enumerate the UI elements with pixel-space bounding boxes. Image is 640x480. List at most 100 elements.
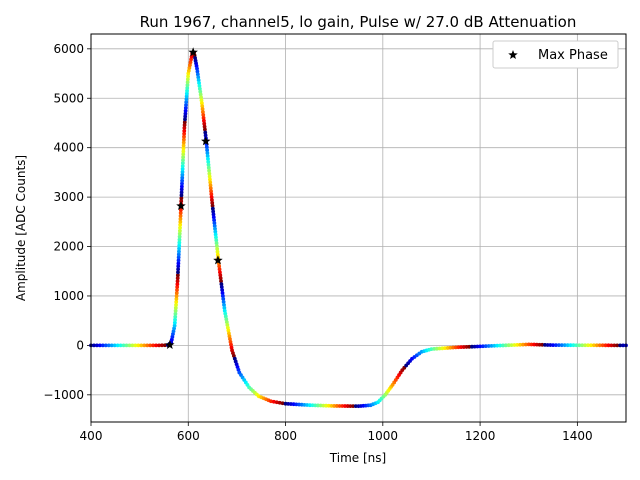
pulse-point (207, 174, 212, 179)
pulse-point (181, 137, 186, 142)
pulse-point (437, 346, 442, 351)
pulse-point (340, 404, 345, 408)
pulse-point (324, 403, 328, 408)
pulse-point (177, 240, 182, 245)
pulse-point (280, 401, 285, 406)
pulse-point (205, 154, 210, 158)
y-tick-label: 4000 (53, 141, 84, 155)
pulse-point (478, 344, 482, 349)
pulse-point (594, 343, 599, 348)
pulse-point (196, 78, 201, 83)
pulse-point (176, 258, 181, 263)
pulse-point (218, 276, 223, 281)
pulse-point (212, 221, 217, 225)
pulse-point (177, 237, 182, 242)
pulse-point (472, 344, 477, 349)
pulse-point (179, 193, 184, 198)
pulse-point (294, 402, 299, 407)
pulse-point (215, 249, 220, 254)
pulse-point (523, 342, 528, 347)
pulse-point (198, 89, 203, 94)
pulse-point (183, 105, 188, 110)
pulse-point (214, 235, 218, 240)
pulse-point (580, 343, 585, 348)
pulse-point (443, 346, 447, 351)
pulse-point (178, 219, 183, 224)
pulse-point (202, 118, 206, 123)
pulse-point (586, 343, 590, 348)
legend: Max Phase (492, 40, 619, 69)
pulse-point (177, 231, 182, 236)
pulse-point (512, 343, 517, 347)
pulse-point (453, 345, 458, 350)
pulse-point (115, 343, 120, 348)
pulse-point (574, 343, 579, 348)
pulse-point (603, 343, 608, 348)
pulse-point (180, 178, 185, 183)
pulse-point (177, 249, 181, 254)
pulse-point (199, 95, 203, 100)
pulse-point (445, 346, 450, 350)
pulse-point (211, 215, 216, 220)
pulse-point (495, 343, 500, 348)
pulse-point (195, 69, 200, 74)
pulse-point (470, 344, 474, 349)
pulse-point (182, 131, 187, 136)
pulse-point (223, 314, 228, 319)
pulse-point (182, 128, 187, 133)
pulse-point (133, 343, 138, 348)
pulse-point (176, 261, 181, 266)
pulse-point (486, 344, 491, 348)
pulse-point (201, 110, 205, 114)
x-tick-label: 800 (274, 429, 297, 443)
pulse-point (222, 308, 227, 313)
pulse-point (208, 183, 213, 188)
pulse-point (204, 145, 209, 150)
pulse-point (219, 282, 224, 286)
pulse-point (532, 342, 537, 347)
pulse-point (467, 344, 472, 349)
pulse-point (210, 198, 214, 202)
pulse-point (130, 343, 135, 348)
grid (90, 34, 626, 422)
pulse-point (188, 60, 193, 65)
pulse-point (210, 206, 215, 211)
pulse-point (521, 342, 525, 347)
pulse-point (464, 345, 469, 349)
pulse-point (209, 192, 214, 197)
pulse-point (179, 184, 184, 189)
pulse-point (180, 181, 184, 186)
pulse-point (432, 347, 437, 351)
pulse-point (136, 343, 141, 348)
pulse-point (180, 175, 185, 180)
pulse-point (199, 98, 204, 103)
pulse-point (189, 57, 193, 62)
pulse-point (201, 115, 206, 120)
pulse-point (606, 343, 611, 348)
pulse-point (277, 400, 282, 405)
pulse-point (151, 343, 156, 348)
pulse-point (351, 404, 355, 409)
pulse-point (195, 66, 199, 71)
pulse-point (269, 399, 273, 404)
pulse-point (475, 344, 480, 349)
pulse-point (224, 320, 229, 324)
max-phase-star (176, 201, 186, 211)
pulse-point (313, 403, 318, 408)
x-tick-label: 1200 (465, 429, 496, 443)
pulse-point (188, 63, 192, 67)
pulse-point (219, 285, 224, 289)
pulse-point (180, 161, 185, 165)
pulse-point (124, 343, 129, 348)
y-tick-label: 6000 (53, 42, 84, 56)
pulse-point (526, 342, 531, 347)
pulse-point (621, 343, 625, 348)
pulse-point (615, 343, 620, 348)
pulse-point (181, 146, 186, 151)
pulse-point (180, 172, 185, 177)
pulse-point (185, 83, 190, 87)
pulse-point (178, 211, 183, 215)
pulse-point (208, 177, 212, 182)
pulse-point (554, 343, 558, 348)
pulse-point (207, 168, 211, 173)
